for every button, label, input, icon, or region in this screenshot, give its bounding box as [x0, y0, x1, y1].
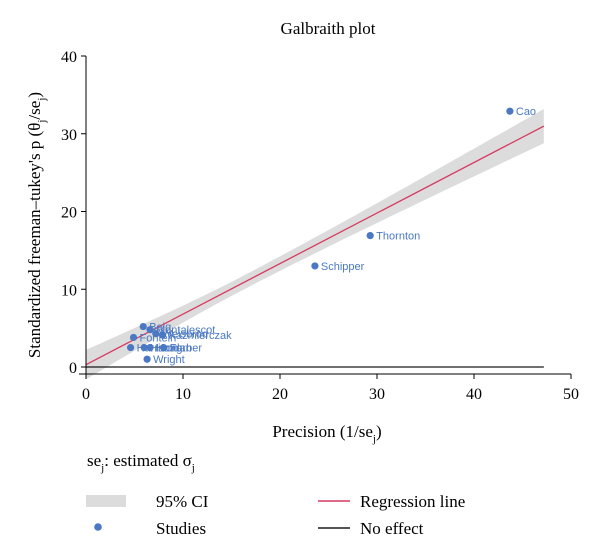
x-tick-label: 0 [82, 386, 90, 403]
study-point [152, 329, 160, 338]
x-tick-label: 40 [466, 386, 482, 403]
study-label: Wright [153, 354, 185, 366]
study-label: Thornton [376, 231, 420, 243]
footnote-sigma-sub: j [191, 462, 195, 474]
x-tick-label: 10 [175, 386, 191, 403]
x-axis-label-main: Precision (1/se [272, 422, 373, 441]
study-label: Hamdan [150, 343, 192, 355]
legend-regression-label: Regression line [360, 492, 465, 511]
study-point [311, 262, 319, 270]
study-point [146, 326, 154, 334]
footnote: sej: estimated σj [87, 451, 195, 474]
study-point [129, 333, 138, 342]
ci-band [86, 109, 544, 380]
study-point [140, 343, 148, 352]
study-label: Weisbrod [162, 329, 208, 341]
y-tick-label: 30 [61, 127, 77, 144]
footnote-se-sub: j [100, 462, 104, 474]
chart-title: Galbraith plot [281, 19, 376, 38]
y-axis-label-main: Standardized freeman–tukey's p (θ [25, 123, 44, 358]
study-label: Kazmierczak [169, 330, 232, 342]
y-tick-label: 0 [69, 360, 77, 377]
x-axis-label-sub: j [372, 433, 376, 445]
y-axis-label-mid: /se [25, 101, 44, 120]
legend-ci-label: 95% CI [156, 492, 209, 511]
legend-no-effect-label: No effect [360, 519, 424, 538]
y-axis-label-sub1: j [36, 120, 48, 124]
study-label: Schipper [321, 261, 365, 273]
plot-area: CaoThorntonSchipperBaigMontalescotWeisbr… [85, 106, 545, 380]
study-label: Cao [516, 106, 536, 118]
study-point [127, 343, 135, 352]
axes: 0 10 20 30 40 50 0 10 20 30 40 [61, 49, 579, 403]
study-label: Fontein [140, 332, 177, 344]
legend-studies-marker [94, 523, 102, 531]
y-axis-label-sub2: j [36, 98, 48, 102]
study-point [146, 343, 154, 352]
legend-ci-swatch [86, 495, 126, 507]
x-tick-label: 50 [563, 386, 579, 403]
study-point [366, 232, 374, 240]
y-tick-label: 40 [61, 49, 77, 66]
study-point [143, 355, 151, 363]
regression-line [85, 125, 545, 366]
study-point [159, 331, 167, 339]
x-axis-label: Precision (1/sej) [272, 422, 381, 445]
study-label: Montalescot [156, 325, 215, 337]
x-tick-label: 20 [272, 386, 288, 403]
footnote-se: se [87, 451, 101, 470]
x-axis-label-end: ) [376, 422, 382, 441]
study-label: Farber [170, 343, 203, 355]
study-point [506, 107, 514, 115]
y-axis-label: Standardized freeman–tukey's p (θj/sej) [25, 92, 48, 358]
legend-studies-label: Studies [156, 519, 206, 538]
y-tick-label: 10 [61, 282, 77, 299]
y-tick-label: 20 [61, 205, 77, 222]
x-tick-label: 30 [369, 386, 385, 403]
study-point [160, 343, 168, 352]
legend: 95% CI Studies Regression line No effect [86, 492, 465, 538]
study-point [139, 322, 147, 331]
footnote-text: : estimated σ [104, 451, 192, 470]
y-axis-label-end: ) [25, 92, 44, 98]
